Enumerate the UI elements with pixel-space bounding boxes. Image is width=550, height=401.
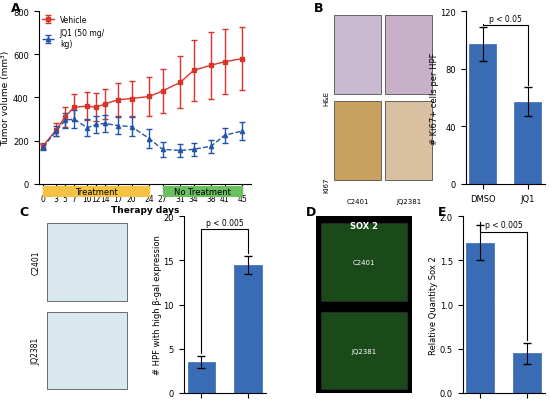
Bar bbox=[334, 102, 381, 181]
Bar bbox=[385, 16, 432, 95]
Bar bbox=[334, 16, 381, 95]
Bar bbox=[466, 243, 494, 393]
Y-axis label: Relative Quantity Sox 2: Relative Quantity Sox 2 bbox=[430, 255, 438, 354]
Bar bbox=[385, 102, 432, 181]
Text: p < 0.005: p < 0.005 bbox=[485, 221, 522, 230]
Text: JQ2381: JQ2381 bbox=[31, 337, 41, 364]
Y-axis label: # Ki67+ cells per HPF: # Ki67+ cells per HPF bbox=[430, 52, 439, 144]
Bar bbox=[513, 353, 541, 393]
Text: p < 0.005: p < 0.005 bbox=[206, 218, 244, 227]
Text: E: E bbox=[438, 206, 447, 219]
Bar bbox=[321, 224, 408, 301]
Text: D: D bbox=[306, 206, 317, 219]
Bar bbox=[514, 103, 541, 184]
Y-axis label: # HPF with high β-gal expression: # HPF with high β-gal expression bbox=[153, 235, 162, 375]
Text: A: A bbox=[11, 2, 20, 15]
Text: Ki67: Ki67 bbox=[324, 177, 330, 192]
Text: Treatment: Treatment bbox=[75, 188, 118, 196]
Legend: Vehicle, JQ1 (50 mg/
kg): Vehicle, JQ1 (50 mg/ kg) bbox=[42, 16, 105, 49]
Text: C2401: C2401 bbox=[31, 250, 41, 275]
Text: C2401: C2401 bbox=[353, 259, 376, 265]
Bar bbox=[162, 186, 242, 198]
X-axis label: Therapy days: Therapy days bbox=[111, 206, 179, 215]
Bar bbox=[43, 186, 149, 198]
Text: H&E: H&E bbox=[324, 91, 330, 106]
Bar bbox=[234, 265, 262, 393]
Text: SOX 2: SOX 2 bbox=[350, 222, 378, 231]
Bar bbox=[469, 45, 496, 184]
Bar bbox=[47, 224, 127, 301]
Text: C2401: C2401 bbox=[346, 198, 368, 204]
Bar bbox=[321, 312, 408, 389]
Text: No Treatment: No Treatment bbox=[174, 188, 231, 196]
Bar bbox=[47, 312, 127, 389]
Text: JQ2381: JQ2381 bbox=[351, 348, 377, 354]
Y-axis label: Tumor volume (mm³): Tumor volume (mm³) bbox=[1, 51, 10, 146]
Text: C: C bbox=[19, 206, 28, 219]
Text: B: B bbox=[314, 2, 323, 15]
Bar bbox=[188, 362, 216, 393]
Text: p < 0.05: p < 0.05 bbox=[489, 14, 521, 24]
Text: JQ2381: JQ2381 bbox=[396, 198, 421, 204]
